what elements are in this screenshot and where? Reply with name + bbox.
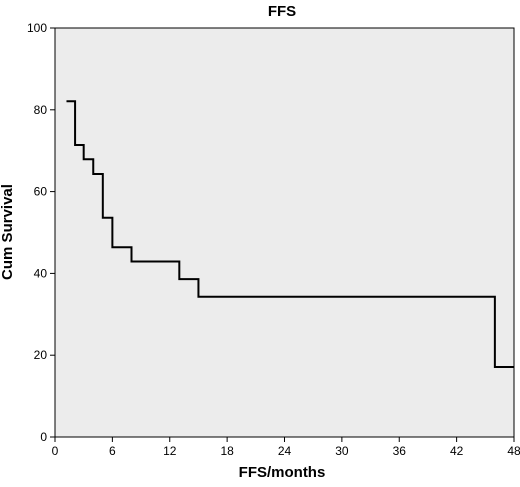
x-tick-label-36: 36 [393, 444, 407, 458]
chart-title: FFS [268, 3, 296, 20]
y-tick-label-80: 80 [34, 103, 48, 117]
x-axis-title: FFS/months [239, 464, 326, 481]
x-tick-label-42: 42 [450, 444, 464, 458]
y-axis: 0 20 40 60 80 100 [27, 21, 55, 444]
plot-area [54, 27, 515, 438]
x-tick-label-0: 0 [52, 444, 59, 458]
y-tick-label-20: 20 [34, 348, 48, 362]
x-tick-label-12: 12 [163, 444, 177, 458]
survival-step-line [66, 100, 514, 369]
y-tick-label-60: 60 [34, 185, 48, 199]
x-axis: 0 6 12 18 24 30 36 42 48 [52, 437, 520, 458]
y-tick-label-100: 100 [27, 21, 47, 35]
x-tick-label-6: 6 [109, 444, 116, 458]
y-tick-label-40: 40 [34, 266, 48, 280]
y-tick-label-0: 0 [40, 430, 47, 444]
x-tick-label-24: 24 [278, 444, 292, 458]
x-tick-label-18: 18 [220, 444, 234, 458]
x-tick-label-48: 48 [507, 444, 520, 458]
y-axis-title: Cum Survival [0, 184, 16, 280]
x-tick-label-30: 30 [335, 444, 349, 458]
